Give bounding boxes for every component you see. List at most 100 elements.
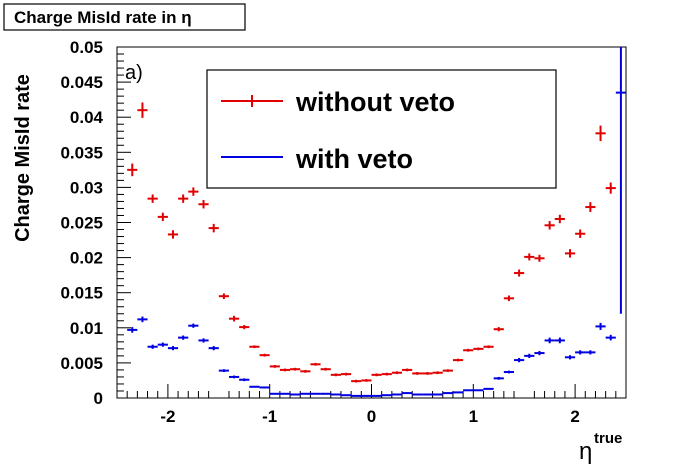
data-point [208,223,219,233]
data-point [524,353,535,358]
data-point [452,358,464,362]
legend-entry-with-veto: with veto [221,144,413,174]
data-point [228,375,240,379]
data-point [127,327,138,333]
data-point [147,344,158,349]
data-point [452,391,464,394]
data-point [290,393,301,396]
data-point [361,379,372,382]
data-point [432,371,443,375]
data-point [330,393,341,396]
y-tick-label: 0.03 [70,178,103,197]
data-point [514,357,525,363]
data-point [279,392,291,395]
data-point [371,394,382,397]
y-tick-label: 0.04 [70,108,104,127]
data-point [340,372,352,376]
data-point [483,387,494,390]
data-point [544,221,555,230]
data-point [442,392,453,395]
x-axis: -2 -1 0 1 2 [126,384,617,426]
data-point [381,394,392,397]
data-point [178,194,189,203]
panel-label: a) [125,62,143,84]
data-point [300,369,311,373]
data-point [188,187,199,196]
data-point [361,394,372,397]
data-point [605,334,616,341]
y-tick-label: 0.025 [60,214,103,233]
data-point [340,394,352,397]
data-point [432,393,443,396]
data-point [503,370,515,374]
data-point [514,269,525,277]
x-axis-title-superscript: true [594,430,622,447]
legend-frame [206,69,557,189]
data-point [228,315,240,322]
data-point [249,345,260,349]
y-tick-label: 0.015 [60,284,103,303]
chart-title: Charge MisId rate in η [14,8,192,27]
x-tick-label: 1 [469,407,478,426]
data-point [412,393,423,396]
y-tick-label: 0.01 [70,319,103,338]
data-point [615,47,626,314]
data-point [473,347,484,351]
y-tick-label: 0.045 [60,73,103,92]
data-point [503,295,515,302]
data-point [320,392,331,395]
data-point [391,371,403,375]
data-point [330,373,341,377]
data-point [259,353,270,357]
series-with-veto [127,47,626,397]
data-point [127,163,138,177]
x-tick-label: -2 [160,407,175,426]
data-point [320,367,331,371]
data-point [178,335,189,340]
data-point [534,350,545,356]
data-point [208,346,219,351]
y-tick-label: 0.05 [70,38,103,57]
data-point [493,327,504,332]
data-point [239,324,250,330]
data-point [351,394,362,397]
data-point [269,365,280,368]
data-point [198,200,209,209]
series-layer [127,47,626,397]
chart-title-box: Charge MisId rate in η [3,3,246,31]
data-point [239,378,250,382]
x-tick-label: 0 [367,407,376,426]
data-point [473,389,484,392]
legend-label-with-veto: with veto [295,144,413,174]
data-point [402,368,413,372]
data-point [585,202,596,212]
data-point [279,368,291,372]
legend: without veto with veto [206,69,557,189]
data-point [544,337,555,344]
data-point [493,376,504,380]
x-axis-title-eta: η [579,438,592,465]
legend-label-without-veto: without veto [295,87,455,117]
x-tick-label: 2 [570,407,579,426]
data-point [564,355,576,360]
data-point [269,392,280,395]
data-point [167,346,179,351]
x-tick-label: -1 [262,407,277,426]
data-point [412,372,423,375]
data-point [188,323,199,328]
data-point [463,348,474,352]
data-point [371,373,382,377]
data-point [554,337,565,344]
data-point [391,393,403,396]
data-point [157,342,168,347]
data-point [147,194,158,203]
y-tick-label: 0 [94,389,103,408]
data-point [351,379,362,383]
legend-entry-without-veto: without veto [221,87,455,117]
y-axis: 0 0.005 0.01 0.015 0.02 0.025 0.03 0.035 0.04 0.0… [60,38,131,408]
data-point [218,293,229,300]
y-tick-label: 0.02 [70,249,103,268]
data-point [259,386,270,389]
data-point [554,214,565,224]
data-point [564,249,576,258]
